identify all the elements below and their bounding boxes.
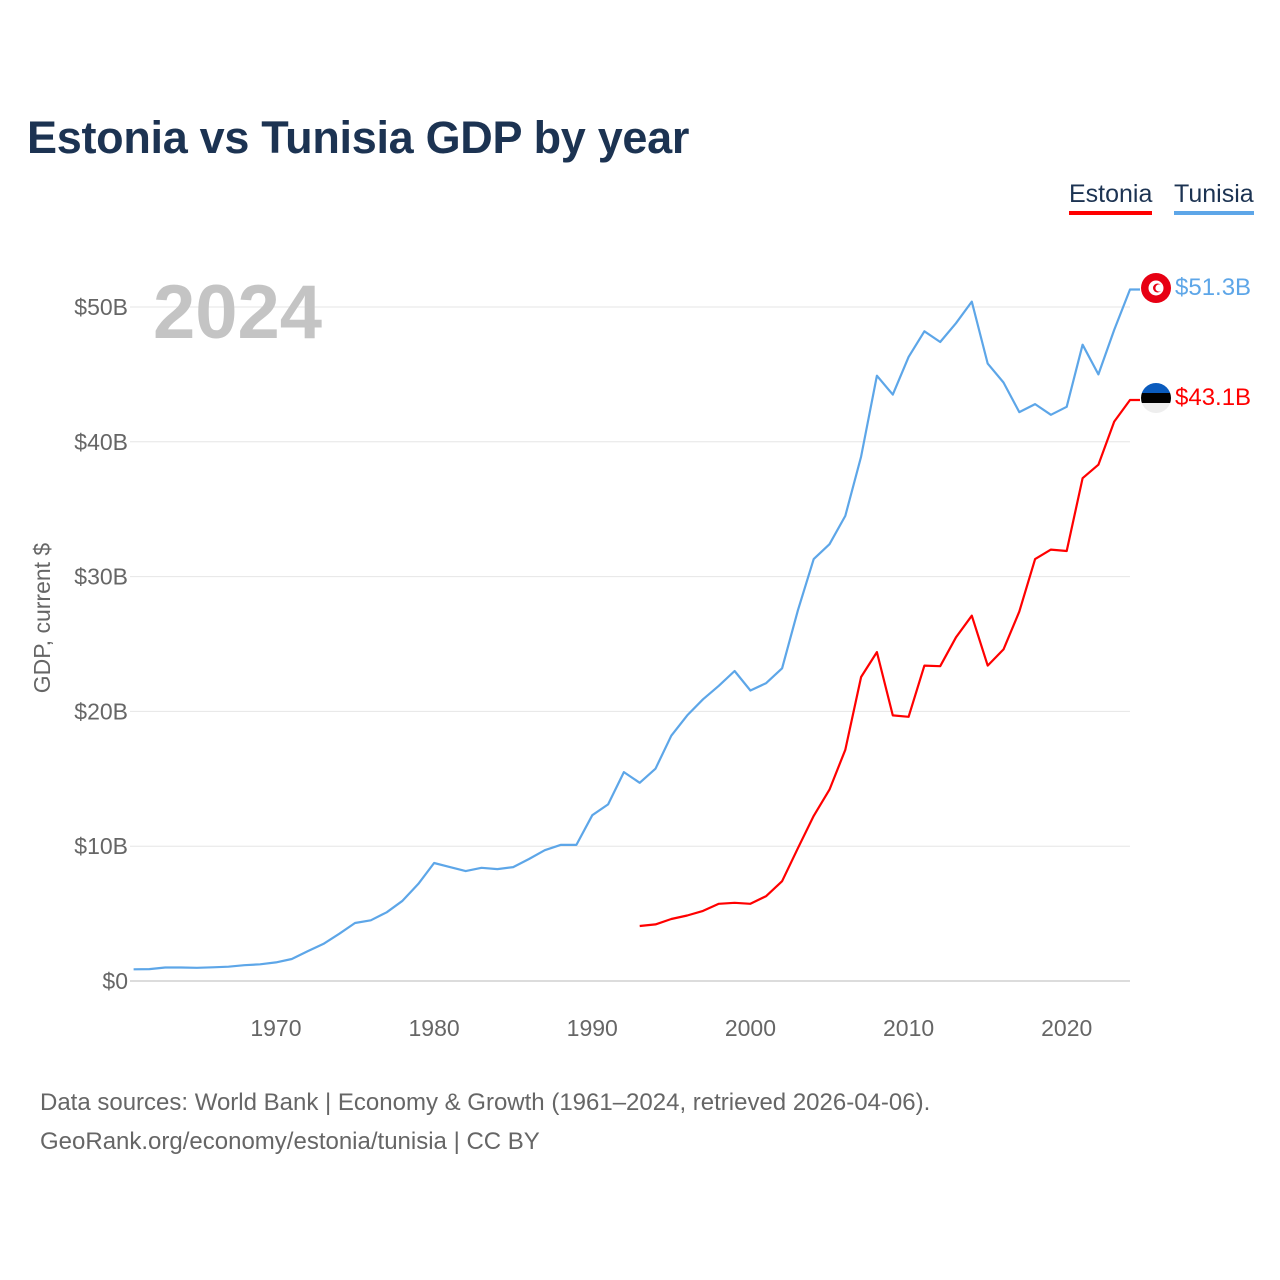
x-tick-label: 1970 <box>250 1015 301 1041</box>
legend-item-tunisia[interactable]: Tunisia <box>1174 180 1254 215</box>
series-line-estonia <box>639 398 1140 928</box>
series-line-tunisia <box>133 288 1140 971</box>
x-tick-label: 1980 <box>409 1015 460 1041</box>
x-tick-label: 2020 <box>1041 1015 1092 1041</box>
x-tick-label: 2010 <box>883 1015 934 1041</box>
footer: Data sources: World Bank | Economy & Gro… <box>40 1083 930 1161</box>
y-tick-label: $50B <box>74 294 128 320</box>
y-tick-label: $0 <box>102 968 128 994</box>
y-axis-label: GDP, current $ <box>29 543 55 694</box>
data-source-note: Data sources: World Bank | Economy & Gro… <box>40 1089 931 1116</box>
tunisia-end-value: $51.3B <box>1175 274 1251 301</box>
legend-item-estonia[interactable]: Estonia <box>1069 180 1153 215</box>
chart-title: Estonia vs Tunisia GDP by year <box>27 112 690 163</box>
tunisia-flag-icon <box>1141 273 1171 303</box>
current-year-label: 2024 <box>153 270 322 355</box>
y-tick-label: $20B <box>74 698 128 724</box>
x-tick-label: 2000 <box>725 1015 776 1041</box>
source-link[interactable]: GeoRank.org/economy/estonia/tunisia | CC… <box>40 1128 540 1155</box>
y-tick-label: $10B <box>74 833 128 859</box>
y-tick-label: $30B <box>74 564 128 590</box>
y-tick-label: $40B <box>74 429 128 455</box>
estonia-end-value: $43.1B <box>1175 384 1251 411</box>
estonia-flag-icon <box>1141 383 1171 413</box>
x-tick-label: 1990 <box>567 1015 618 1041</box>
